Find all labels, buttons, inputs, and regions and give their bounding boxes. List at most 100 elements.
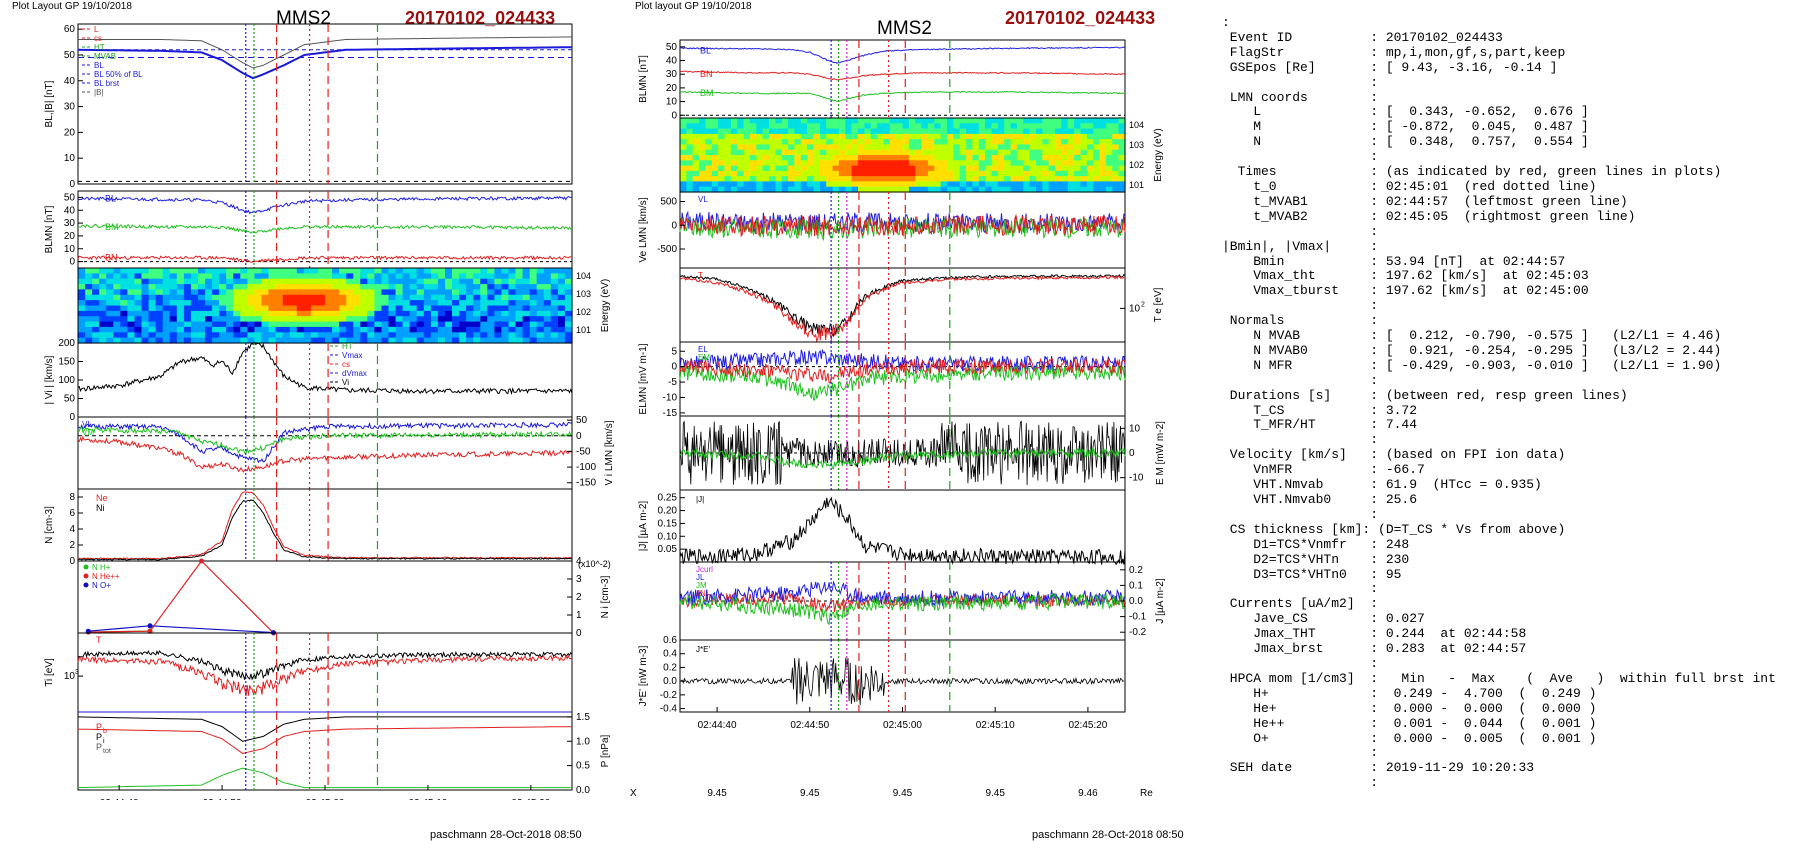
spectrogram-cell — [832, 123, 840, 130]
spectrogram-cell — [205, 321, 213, 328]
spectrogram-cell — [953, 128, 961, 135]
spectrogram-cell — [1048, 139, 1056, 145]
spectrogram-cell — [466, 278, 474, 285]
spectrogram-cell — [317, 278, 326, 285]
spectrogram-cell — [550, 294, 559, 301]
spectrogram-cell — [395, 273, 404, 280]
spectrogram-cell — [522, 278, 531, 285]
spectrogram-cell — [711, 165, 719, 172]
spectrogram-cell — [402, 300, 411, 307]
spectrogram-cell — [966, 118, 974, 124]
spectrogram-cell — [430, 289, 439, 296]
spectrogram-cell — [870, 165, 878, 172]
spectrogram-cell — [310, 284, 319, 291]
y-tick-label: -0.1 — [1129, 612, 1147, 623]
spectrogram-cell — [1067, 118, 1075, 124]
spectrogram-cell — [282, 300, 291, 307]
spectrogram-cell — [813, 155, 821, 161]
spectrogram-cell — [437, 321, 446, 328]
spectrogram-cell — [247, 289, 256, 296]
spectrogram-cell — [711, 186, 719, 193]
spectrogram-cell — [1080, 170, 1088, 177]
spectrogram-cell — [845, 128, 853, 135]
spectrogram-cell — [134, 289, 143, 296]
spectrogram-cell — [953, 144, 961, 151]
spectrogram-cell — [1067, 133, 1075, 140]
spectrogram-cell — [529, 268, 538, 274]
spectrogram-cell — [1004, 144, 1012, 151]
spectrogram-cell — [437, 310, 446, 317]
spectrogram-cell — [325, 305, 333, 312]
spectrogram-cell — [845, 176, 853, 182]
spectrogram-cell — [1118, 133, 1126, 140]
spectrogram-cell — [877, 160, 885, 167]
spectrogram-cell — [473, 305, 481, 312]
spectrogram-cell — [1010, 165, 1018, 172]
spectrogram-cell — [781, 155, 789, 161]
spectrogram-cell — [692, 139, 700, 145]
spectrogram-cell — [705, 160, 713, 167]
spectrogram-cell — [832, 155, 840, 161]
y-tick-label: 0.20 — [658, 506, 678, 517]
spectrogram-cell — [522, 310, 531, 317]
spectrogram-cell — [190, 289, 199, 296]
spectrogram-cell — [864, 149, 872, 156]
spectrogram-cell — [845, 118, 853, 124]
spectrogram-cell — [711, 118, 719, 124]
spectrogram-cell — [680, 176, 687, 182]
spectrogram-cell — [934, 176, 942, 182]
spectrogram-cell — [1080, 160, 1088, 167]
spectrogram-cell — [564, 310, 573, 317]
spectrogram-cell — [452, 316, 460, 323]
spectrogram-cell — [877, 165, 885, 172]
spectrogram-cell — [730, 149, 738, 156]
spectrogram-cell — [374, 316, 383, 323]
spectrogram-cell — [699, 144, 707, 151]
spectrogram-cell — [162, 284, 171, 291]
spectrogram-cell — [99, 278, 107, 285]
spectrogram-cell — [381, 289, 390, 296]
y-axis-label: Ve LMN [km/s] — [638, 197, 649, 262]
y-tick-label: 50 — [64, 50, 76, 61]
y-axis-label: BLMN [nT] — [44, 205, 55, 253]
spectrogram-cell — [762, 186, 770, 193]
spectrogram-cell — [724, 118, 732, 124]
spectrogram-cell — [303, 332, 312, 339]
spectrogram-cell — [374, 289, 383, 296]
spectrogram-cell — [711, 139, 719, 145]
spectrogram-cell — [889, 144, 897, 151]
spectrogram-cell — [296, 300, 305, 307]
spectrogram-cell — [1023, 133, 1031, 140]
spectrogram-cell — [522, 284, 531, 291]
spectrogram-cell — [325, 273, 333, 280]
spectrogram-cell — [1086, 181, 1094, 188]
spectrogram-cell — [275, 337, 284, 344]
spectrogram-cell — [353, 300, 361, 307]
spectrogram-cell — [1118, 149, 1126, 156]
spectrogram-cell — [381, 278, 390, 285]
spectrogram-cell — [1105, 133, 1113, 140]
spectrogram-cell — [762, 181, 770, 188]
spectrogram-cell — [501, 316, 510, 323]
spectrogram-cell — [680, 118, 687, 124]
spectrogram-cell — [155, 326, 164, 333]
spectrogram-cell — [367, 300, 375, 307]
y-tick-label: 1 — [576, 610, 582, 621]
spectrogram-cell — [1029, 176, 1037, 182]
legend-bm: BM — [105, 222, 119, 232]
spectrogram-cell — [718, 139, 726, 145]
spectrogram-cell — [737, 128, 745, 135]
y-tick-label: -15 — [663, 408, 678, 419]
spectrogram-cell — [190, 278, 199, 285]
spectrogram-cell — [680, 181, 687, 188]
spectrogram-cell — [219, 337, 227, 344]
spectrogram-cell — [268, 273, 277, 280]
spectrogram-cell — [416, 268, 425, 274]
spectrogram-cell — [402, 326, 411, 333]
spectrogram-cell — [1093, 139, 1101, 145]
spectrogram-cell — [522, 321, 531, 328]
spectrogram-cell — [261, 273, 270, 280]
legend-p: P — [96, 722, 102, 732]
spectrogram-cell — [459, 321, 467, 328]
spectrogram-cell — [934, 155, 942, 161]
